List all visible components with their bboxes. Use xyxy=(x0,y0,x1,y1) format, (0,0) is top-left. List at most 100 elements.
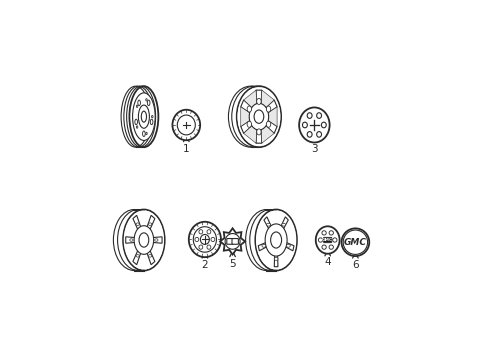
Ellipse shape xyxy=(193,227,216,252)
Ellipse shape xyxy=(199,230,203,234)
Polygon shape xyxy=(261,123,274,143)
Ellipse shape xyxy=(136,255,139,257)
Ellipse shape xyxy=(139,233,148,247)
Ellipse shape xyxy=(172,110,200,140)
Ellipse shape xyxy=(302,122,307,128)
Polygon shape xyxy=(145,246,155,265)
Polygon shape xyxy=(274,249,277,267)
Polygon shape xyxy=(240,100,254,114)
Ellipse shape xyxy=(306,113,311,118)
Polygon shape xyxy=(133,246,142,265)
Ellipse shape xyxy=(254,110,263,123)
Ellipse shape xyxy=(246,106,251,112)
Text: 2: 2 xyxy=(201,260,208,270)
Ellipse shape xyxy=(321,122,325,128)
Text: 4: 4 xyxy=(324,257,330,267)
Text: 5: 5 xyxy=(229,259,235,269)
Ellipse shape xyxy=(136,223,139,225)
Ellipse shape xyxy=(256,98,261,104)
FancyBboxPatch shape xyxy=(323,237,331,243)
Ellipse shape xyxy=(134,226,153,254)
Ellipse shape xyxy=(123,211,163,270)
Ellipse shape xyxy=(299,107,329,143)
Polygon shape xyxy=(125,237,138,243)
Ellipse shape xyxy=(316,113,321,118)
Ellipse shape xyxy=(147,100,150,105)
Ellipse shape xyxy=(281,223,285,226)
FancyBboxPatch shape xyxy=(226,239,233,244)
Polygon shape xyxy=(258,241,270,251)
Polygon shape xyxy=(281,241,293,251)
Ellipse shape xyxy=(266,223,270,226)
Ellipse shape xyxy=(237,87,280,146)
Ellipse shape xyxy=(341,228,368,256)
Ellipse shape xyxy=(224,234,240,249)
Ellipse shape xyxy=(148,223,151,225)
Polygon shape xyxy=(220,228,244,255)
Polygon shape xyxy=(149,237,162,243)
Ellipse shape xyxy=(266,106,270,112)
Ellipse shape xyxy=(199,245,203,249)
Text: 3: 3 xyxy=(310,144,317,154)
FancyBboxPatch shape xyxy=(231,239,238,244)
Ellipse shape xyxy=(136,105,138,108)
Ellipse shape xyxy=(332,238,336,242)
Polygon shape xyxy=(256,126,261,143)
Polygon shape xyxy=(145,215,155,234)
Polygon shape xyxy=(240,119,254,134)
Ellipse shape xyxy=(321,231,325,235)
Ellipse shape xyxy=(132,93,155,140)
Ellipse shape xyxy=(206,230,210,234)
Ellipse shape xyxy=(286,244,290,247)
Ellipse shape xyxy=(148,255,151,257)
Ellipse shape xyxy=(306,132,311,137)
Ellipse shape xyxy=(154,239,158,241)
Text: GMC: GMC xyxy=(322,238,333,242)
Polygon shape xyxy=(264,217,273,234)
Ellipse shape xyxy=(206,245,210,249)
Ellipse shape xyxy=(249,103,268,130)
Ellipse shape xyxy=(316,132,321,137)
Ellipse shape xyxy=(328,231,333,235)
Ellipse shape xyxy=(177,115,195,135)
Ellipse shape xyxy=(200,234,209,244)
Ellipse shape xyxy=(145,99,147,101)
Polygon shape xyxy=(261,90,274,110)
Ellipse shape xyxy=(129,239,133,241)
Ellipse shape xyxy=(246,121,251,127)
Ellipse shape xyxy=(328,245,333,249)
Ellipse shape xyxy=(145,132,147,135)
Polygon shape xyxy=(243,123,256,143)
Ellipse shape xyxy=(138,105,149,128)
Ellipse shape xyxy=(142,131,145,136)
Ellipse shape xyxy=(266,121,270,127)
Polygon shape xyxy=(278,217,288,234)
Text: 6: 6 xyxy=(351,260,358,270)
Polygon shape xyxy=(240,107,252,126)
Ellipse shape xyxy=(188,222,221,257)
Text: 1: 1 xyxy=(183,144,189,154)
Ellipse shape xyxy=(274,257,278,260)
Ellipse shape xyxy=(138,100,140,105)
Ellipse shape xyxy=(321,245,325,249)
Polygon shape xyxy=(265,107,277,126)
Ellipse shape xyxy=(315,226,339,254)
Ellipse shape xyxy=(150,119,153,125)
Polygon shape xyxy=(133,215,142,234)
Ellipse shape xyxy=(270,232,281,248)
Polygon shape xyxy=(263,119,277,134)
Ellipse shape xyxy=(151,116,153,118)
Text: GMC: GMC xyxy=(343,238,366,247)
Polygon shape xyxy=(256,90,261,108)
Ellipse shape xyxy=(318,238,322,242)
Ellipse shape xyxy=(255,211,296,270)
Polygon shape xyxy=(263,100,277,114)
Ellipse shape xyxy=(135,119,137,125)
Ellipse shape xyxy=(262,244,265,247)
Ellipse shape xyxy=(136,126,138,128)
Ellipse shape xyxy=(256,129,261,135)
Ellipse shape xyxy=(141,111,146,122)
Ellipse shape xyxy=(264,224,286,256)
Ellipse shape xyxy=(210,237,214,242)
Ellipse shape xyxy=(195,237,198,242)
